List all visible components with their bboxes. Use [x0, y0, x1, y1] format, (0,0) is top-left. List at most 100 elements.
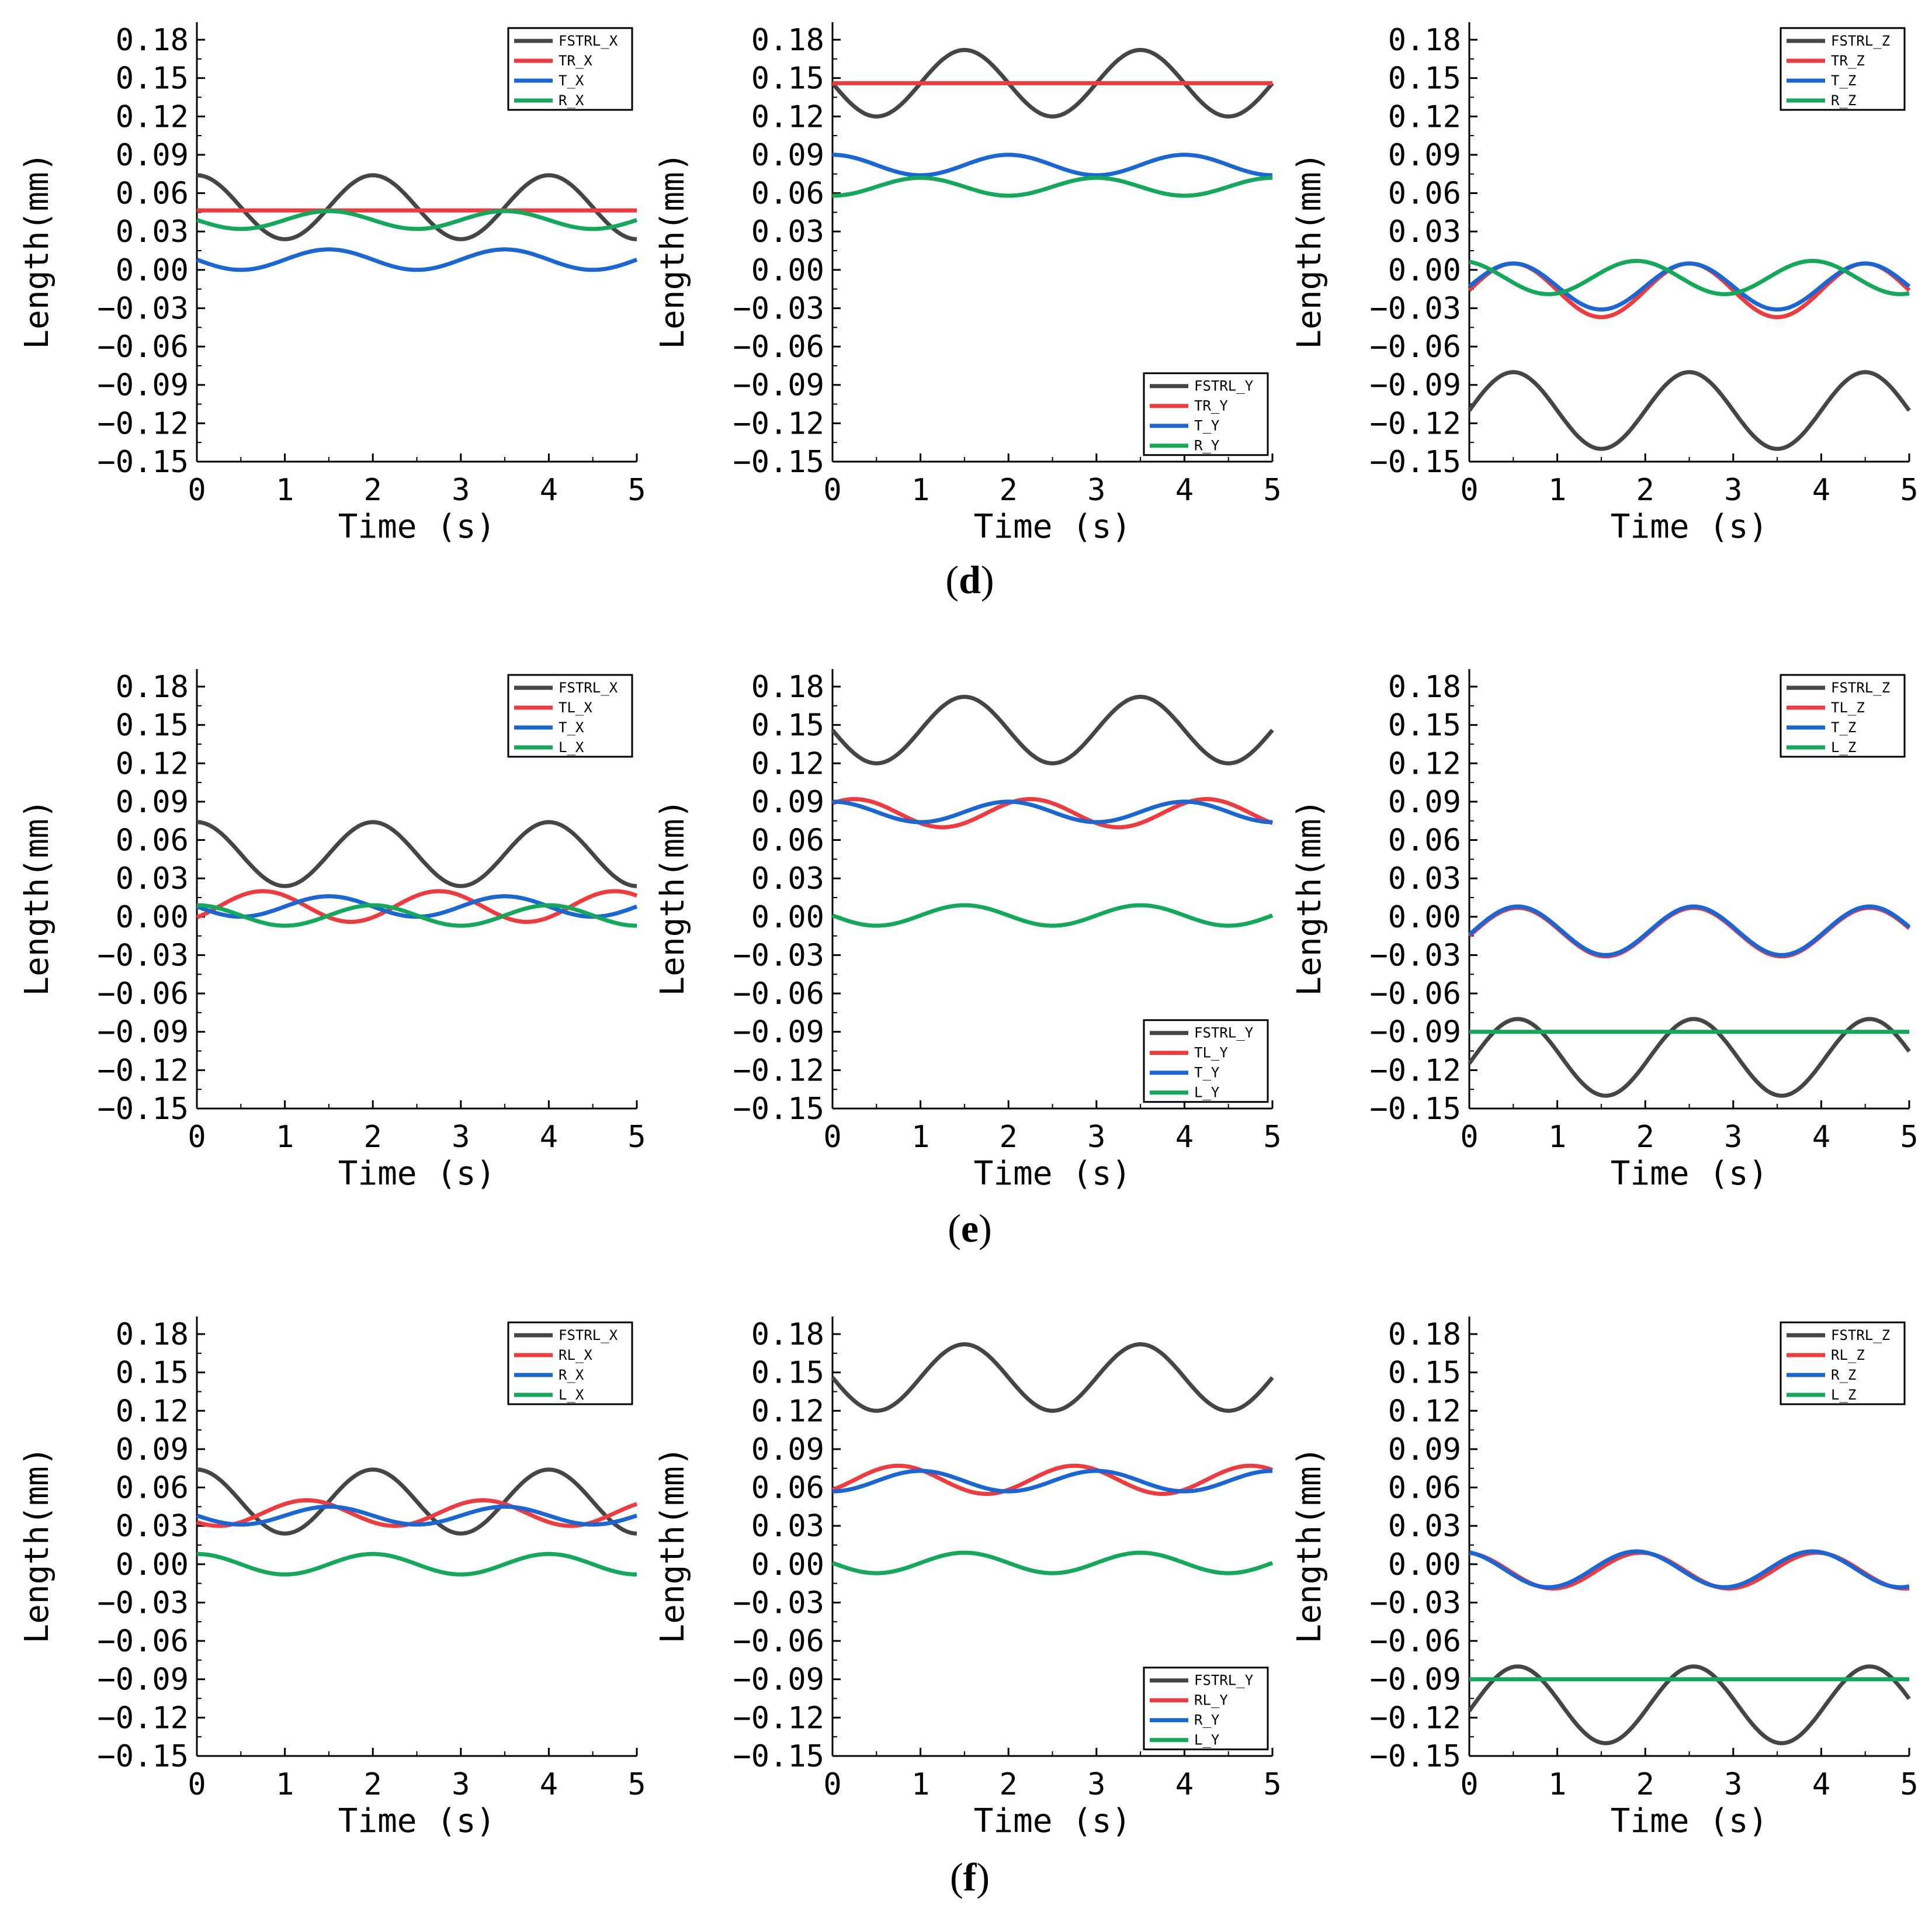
x-tick-label: 3 [1724, 473, 1742, 508]
series-line-T_Z [1468, 904, 1911, 957]
x-tick-label: 3 [1087, 473, 1105, 508]
x-axis-title: Time (s) [338, 508, 496, 546]
legend-label-T_Z: T_Z [1831, 72, 1856, 89]
y-tick-label: 0.00 [751, 1547, 824, 1582]
chart-panel-e-X: 0.180.150.120.090.060.030.00−0.03−0.06−0… [18, 669, 646, 1193]
legend-label-FSTRL_Z: FSTRL_Z [1831, 33, 1890, 49]
x-tick-label: 1 [276, 1767, 294, 1802]
y-axis-title: Length(mm) [18, 1446, 56, 1643]
legend-label-RL_Z: RL_Z [1831, 1347, 1865, 1363]
y-tick-label: −0.06 [97, 1624, 189, 1659]
y-tick-label: −0.15 [1369, 1092, 1461, 1127]
y-axis-title: Length(mm) [18, 799, 56, 996]
series-line-R_Z [1469, 1549, 1910, 1589]
caption-d: (d) [945, 557, 994, 602]
x-axis-title: Time (s) [974, 1155, 1132, 1193]
y-tick-label: 0.18 [116, 1317, 189, 1352]
x-tick-label: 4 [540, 473, 558, 508]
y-tick-label: −0.12 [733, 406, 824, 441]
chart-panels: 0.180.150.120.090.060.030.00−0.03−0.06−0… [18, 22, 1919, 1840]
y-tick-label: −0.03 [97, 1585, 189, 1620]
x-axis-title: Time (s) [974, 1802, 1132, 1840]
y-tick-label: −0.09 [97, 1662, 189, 1698]
y-tick-label: −0.03 [1369, 938, 1461, 973]
series-line-FSTRL_Y [831, 48, 1274, 119]
y-axis-title: Length(mm) [1291, 1446, 1329, 1643]
y-tick-label: 0.09 [751, 785, 824, 820]
y-tick-label: 0.18 [751, 670, 824, 705]
x-tick-label: 5 [1263, 1767, 1281, 1802]
x-tick-label: 0 [823, 473, 841, 508]
y-tick-label: 0.15 [116, 61, 189, 96]
x-tick-label: 5 [627, 1120, 646, 1155]
chart-panel-d-X: 0.180.150.120.090.060.030.00−0.03−0.06−0… [18, 22, 646, 546]
x-tick-label: 3 [1087, 1767, 1105, 1802]
series-line-FSTRL_X [196, 173, 637, 241]
y-tick-label: 0.00 [1388, 900, 1461, 935]
legend-label-L_Y: L_Y [1194, 1085, 1220, 1101]
x-tick-label: 3 [452, 1767, 470, 1802]
series-line-RL_X [196, 1498, 638, 1528]
y-tick-label: 0.15 [751, 61, 824, 96]
x-tick-label: 2 [1636, 1120, 1654, 1155]
y-tick-label: 0.00 [1388, 1547, 1461, 1582]
legend-label-TR_Z: TR_Z [1831, 53, 1865, 69]
y-tick-label: −0.06 [733, 330, 824, 365]
x-tick-label: 2 [1636, 473, 1654, 508]
series-line-L_X [196, 1551, 637, 1577]
legend: FSTRL_X RL_X R_X L_X [507, 1321, 633, 1405]
series-line-R_Y [832, 175, 1273, 198]
y-tick-label: 0.15 [116, 1356, 189, 1391]
chart-panel-f-Y: 0.180.150.120.090.060.030.00−0.03−0.06−0… [654, 1317, 1282, 1840]
y-tick-label: −0.06 [97, 330, 189, 365]
series-line-T_Y [832, 153, 1273, 178]
legend-label-L_Z: L_Z [1831, 739, 1856, 756]
x-tick-label: 3 [1087, 1120, 1105, 1155]
y-tick-label: 0.06 [1388, 823, 1461, 858]
y-tick-label: −0.09 [733, 1015, 824, 1050]
y-tick-label: 0.00 [751, 253, 824, 288]
series-line-R_Z [1469, 259, 1910, 296]
y-tick-label: 0.18 [1388, 1317, 1461, 1352]
y-tick-label: 0.12 [1388, 99, 1461, 134]
x-tick-label: 4 [1812, 473, 1830, 508]
x-tick-label: 1 [276, 1120, 294, 1155]
x-tick-label: 2 [364, 473, 382, 508]
y-tick-label: 0.15 [751, 1356, 824, 1391]
y-tick-label: 0.09 [116, 138, 189, 173]
y-tick-label: 0.09 [116, 785, 189, 820]
legend-label-FSTRL_Z: FSTRL_Z [1831, 1327, 1890, 1343]
x-tick-label: 0 [188, 1767, 206, 1802]
series-line-FSTRL_Y [831, 1342, 1274, 1413]
y-tick-label: 0.00 [751, 900, 824, 935]
y-tick-label: −0.09 [97, 368, 189, 403]
y-tick-label: 0.00 [116, 900, 189, 935]
x-tick-label: 0 [188, 473, 206, 508]
y-tick-label: 0.06 [1388, 1471, 1461, 1506]
x-tick-label: 0 [1460, 1767, 1478, 1802]
x-axis-title: Time (s) [974, 508, 1132, 546]
y-tick-label: 0.18 [751, 1317, 824, 1352]
legend-label-TL_Y: TL_Y [1194, 1045, 1228, 1061]
legend-label-R_Z: R_Z [1831, 1367, 1856, 1383]
y-tick-label: 0.09 [751, 1432, 824, 1467]
y-tick-label: 0.03 [1388, 1509, 1461, 1544]
y-tick-label: −0.06 [97, 976, 189, 1012]
y-tick-label: 0.12 [751, 1394, 824, 1429]
caption-e: (e) [948, 1206, 992, 1251]
legend: FSTRL_Z TL_Z T_Z L_Z [1780, 674, 1906, 758]
y-tick-label: −0.06 [1369, 976, 1461, 1012]
y-tick-label: 0.18 [116, 670, 189, 705]
x-axis-title: Time (s) [338, 1155, 496, 1193]
y-tick-label: 0.15 [1388, 1356, 1461, 1391]
x-tick-label: 4 [1175, 1767, 1194, 1802]
y-tick-label: 0.18 [1388, 23, 1461, 58]
legend-label-TR_X: TR_X [559, 53, 592, 69]
y-tick-label: 0.03 [116, 861, 189, 896]
y-axis-title: Length(mm) [654, 152, 692, 349]
y-tick-label: −0.15 [733, 1739, 824, 1774]
y-tick-label: −0.03 [1369, 1585, 1461, 1620]
x-tick-label: 3 [1724, 1767, 1742, 1802]
y-tick-label: −0.15 [97, 1092, 189, 1127]
